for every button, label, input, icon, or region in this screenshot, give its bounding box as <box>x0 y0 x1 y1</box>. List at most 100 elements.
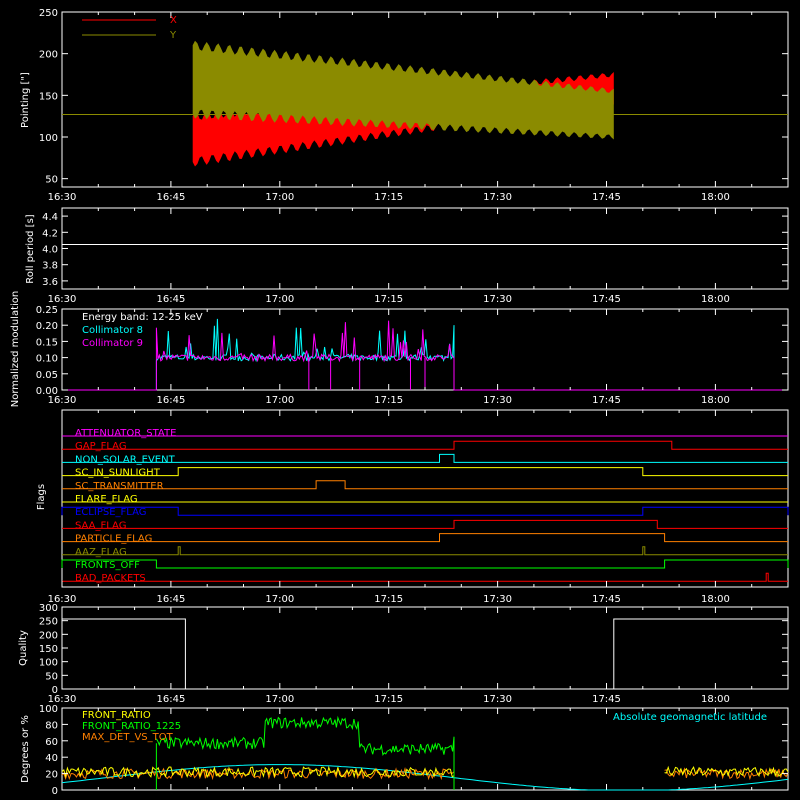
flag-trace <box>62 453 788 463</box>
front-ratio-line <box>664 765 789 778</box>
y-tick-label: 100 <box>39 133 58 144</box>
quality-y-ticks: 0 50 100 150 200 250 300 <box>39 603 788 696</box>
quality-line <box>62 618 788 690</box>
y-tick-label: 0 <box>52 786 58 797</box>
y-tick-label: 60 <box>45 737 58 748</box>
flag-label: NON_SOLAR_EVENT <box>75 454 176 465</box>
y-tick-label: 40 <box>45 753 58 764</box>
x-tick-label: 17:30 <box>483 395 512 406</box>
modulation-ylabel: Normalized modulation <box>10 291 21 408</box>
legend-collimator-8: Collimator 8 <box>82 325 143 336</box>
flag-trace <box>62 519 788 529</box>
x-tick-label: 17:00 <box>265 294 294 305</box>
x-tick-label: 16:45 <box>156 395 185 406</box>
x-tick-label: 16:45 <box>156 294 185 305</box>
y-tick-label: 0.05 <box>36 370 58 381</box>
x-tick-label: 18:00 <box>701 192 730 203</box>
x-tick-label: 17:15 <box>374 395 403 406</box>
x-tick-label: 16:45 <box>156 694 185 705</box>
x-tick-label: 16:30 <box>48 594 77 605</box>
flag-label: SAA_FLAG <box>75 520 126 531</box>
x-tick-label: 17:15 <box>374 694 403 705</box>
y-tick-label: 100 <box>39 704 58 715</box>
pointing-series-y <box>192 40 614 140</box>
legend-y-label: Y <box>169 30 177 41</box>
x-tick-label: 16:30 <box>48 395 77 406</box>
flag-trace <box>62 533 788 543</box>
y-tick-label: 150 <box>39 91 58 102</box>
pointing-ylabel: Pointing ["] <box>20 72 31 128</box>
x-tick-label: 17:45 <box>592 594 621 605</box>
y-tick-label: 50 <box>45 175 58 186</box>
modulation-y-ticks: 0.00 0.05 0.10 0.15 0.20 0.25 <box>36 305 788 397</box>
x-tick-label: 17:00 <box>265 694 294 705</box>
front-ratio-line <box>61 765 455 779</box>
flags-marks: ATTENUATOR_STATE GAP_FLAG NON_SOLAR_EVENT S… <box>61 428 789 584</box>
legend-collimator-9: Collimator 9 <box>82 338 143 349</box>
x-tick-label: 17:30 <box>483 694 512 705</box>
x-tick-label: 17:30 <box>483 594 512 605</box>
x-tick-label: 17:45 <box>592 192 621 203</box>
x-tick-label: 18:00 <box>701 694 730 705</box>
flag-label: PARTICLE_FLAG <box>75 534 152 545</box>
flag-label: SC_IN_SUNLIGHT <box>75 468 161 479</box>
y-tick-label: 0 <box>52 685 58 696</box>
ratios-y-ticks: 0 20 40 60 80 100 <box>39 704 788 797</box>
y-tick-label: 3.6 <box>42 277 58 288</box>
geomag-annotation: Absolute geomagnetic latitude <box>613 712 767 723</box>
flag-label: FRONTS_OFF <box>75 560 140 571</box>
flag-label: FLARE_FLAG <box>75 494 138 505</box>
x-tick-label: 18:00 <box>701 395 730 406</box>
y-tick-label: 250 <box>39 617 58 628</box>
flag-label: AAZ_FLAG <box>75 547 127 558</box>
flag-label: SC_TRANSMITTER <box>75 481 164 492</box>
roll-y-ticks: 3.6 3.8 4.0 4.2 4.4 <box>42 212 788 288</box>
y-tick-label: 150 <box>39 644 58 655</box>
legend-max-det-vs-tot: MAX_DET_VS_TOT <box>82 732 174 743</box>
pointing-y-ticks: 50 100 150 200 250 <box>39 8 788 186</box>
flag-trace <box>62 572 788 582</box>
x-tick-label: 17:30 <box>483 192 512 203</box>
flag-trace <box>62 440 788 450</box>
x-tick-label: 16:30 <box>48 694 77 705</box>
x-tick-label: 16:45 <box>156 594 185 605</box>
y-tick-label: 50 <box>45 671 58 682</box>
x-tick-label: 16:45 <box>156 192 185 203</box>
modulation-panel: 0.00 0.05 0.10 0.15 0.20 0.25 16:30 16:45 17:00… <box>10 291 789 408</box>
roll-x-ticks: 16:30 16:45 17:00 17:15 17:30 17:45 18:00 <box>48 208 789 305</box>
y-tick-label: 0.10 <box>36 354 58 365</box>
y-tick-label: 200 <box>39 50 58 61</box>
y-tick-label: 4.0 <box>42 245 58 256</box>
y-tick-label: 0.25 <box>36 305 58 316</box>
y-tick-label: 3.8 <box>42 261 58 272</box>
flag-label: ATTENUATOR_STATE <box>75 428 176 439</box>
x-tick-label: 18:00 <box>701 294 730 305</box>
quality-ylabel: Quality <box>18 630 29 666</box>
legend-front-ratio-1225: FRONT_RATIO_1225 <box>82 721 181 732</box>
x-tick-label: 17:00 <box>265 395 294 406</box>
flag-label: ECLIPSE_FLAG <box>75 507 146 518</box>
ratios-panel: 0 20 40 60 80 100 Degrees or % FRONT_RATIO FR… <box>20 704 789 797</box>
y-tick-label: 4.4 <box>42 212 58 223</box>
modulation-marks <box>62 318 788 391</box>
roll-ylabel: Roll period [s] <box>25 214 36 283</box>
x-tick-label: 17:15 <box>374 294 403 305</box>
y-tick-label: 300 <box>39 603 58 614</box>
x-tick-label: 17:15 <box>374 192 403 203</box>
pointing-panel: 50 100 150 200 250 16:30 16:45 17:00 17:15 17:30… <box>20 8 789 203</box>
flag-trace <box>61 506 789 516</box>
ratios-marks <box>61 708 789 791</box>
x-tick-label: 17:30 <box>483 294 512 305</box>
front-ratio-1225-line <box>155 715 455 790</box>
quality-marks <box>62 618 788 690</box>
flag-trace <box>62 480 788 490</box>
flag-label: GAP_FLAG <box>75 441 127 452</box>
y-tick-label: 100 <box>39 658 58 669</box>
y-tick-label: 250 <box>39 8 58 19</box>
x-tick-label: 17:15 <box>374 594 403 605</box>
flag-label: BAD_PACKETS <box>75 573 146 584</box>
x-tick-label: 17:45 <box>592 395 621 406</box>
flags-panel: ATTENUATOR_STATE GAP_FLAG NON_SOLAR_EVENT S… <box>36 409 789 605</box>
y-tick-label: 200 <box>39 630 58 641</box>
